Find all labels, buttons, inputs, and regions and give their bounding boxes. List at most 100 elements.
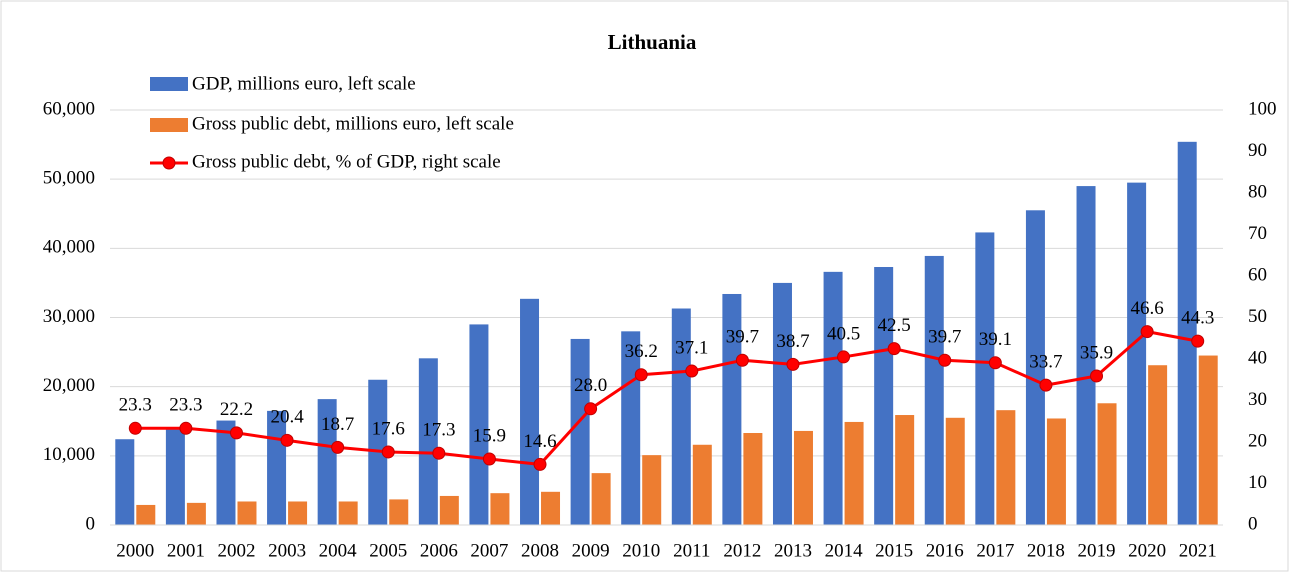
line: [135, 330, 1198, 466]
bar: [1076, 186, 1096, 526]
marker: [128, 421, 142, 435]
y2-tick-label: 50: [1248, 306, 1267, 327]
marker: [584, 402, 598, 416]
data-label: 18.7: [321, 414, 354, 435]
bar: [418, 358, 438, 525]
legend-swatch: [150, 118, 188, 132]
y2-tick-label: 70: [1248, 223, 1267, 244]
data-label: 28.0: [574, 375, 607, 396]
bar: [520, 298, 540, 525]
bar: [975, 232, 995, 526]
marker: [837, 350, 851, 364]
marker: [1090, 369, 1104, 383]
x-tick-label: 2007: [470, 540, 508, 561]
y-tick-label: 30,000: [43, 306, 95, 327]
bar: [570, 338, 590, 525]
x-tick-label: 2001: [167, 540, 205, 561]
x-tick-label: 2013: [774, 540, 812, 561]
bar: [1148, 365, 1168, 525]
bar: [591, 473, 611, 525]
marker: [432, 446, 446, 460]
data-label: 23.3: [119, 395, 152, 416]
bar: [895, 415, 915, 525]
bar: [338, 501, 358, 525]
y2-tick-label: 0: [1248, 513, 1258, 534]
y2-tick-label: 90: [1248, 140, 1267, 161]
bar: [722, 293, 742, 525]
marker: [533, 457, 547, 471]
y2-tick-label: 30: [1248, 389, 1267, 410]
y2-tick-label: 100: [1248, 98, 1277, 119]
marker: [988, 356, 1002, 370]
bar: [317, 399, 337, 525]
bar: [165, 429, 185, 525]
data-label: 38.7: [776, 331, 809, 352]
x-tick-label: 2017: [976, 540, 1014, 561]
y2-tick-label: 60: [1248, 264, 1267, 285]
marker: [331, 440, 345, 454]
x-tick-label: 2010: [622, 540, 660, 561]
bar: [793, 430, 813, 525]
data-label: 15.9: [473, 425, 506, 446]
x-tick-label: 2014: [825, 540, 864, 561]
bar: [115, 439, 135, 525]
legend-swatch: [150, 77, 188, 91]
x-tick-label: 2019: [1078, 540, 1116, 561]
bar: [671, 308, 691, 525]
x-tick-label: 2002: [217, 540, 255, 561]
marker: [786, 357, 800, 371]
bar: [945, 417, 965, 525]
bar: [490, 493, 510, 525]
marker: [938, 353, 952, 367]
bar: [288, 501, 308, 525]
bar: [874, 267, 894, 525]
data-label: 39.7: [726, 327, 759, 348]
legend-swatch: [162, 156, 176, 170]
x-tick-label: 2015: [875, 540, 913, 561]
marker: [634, 368, 648, 382]
data-label: 17.6: [372, 418, 405, 439]
x-tick-label: 2004: [319, 540, 358, 561]
marker: [229, 426, 243, 440]
marker: [280, 433, 294, 447]
bar: [541, 491, 561, 525]
marker: [1191, 334, 1205, 348]
bar: [267, 410, 287, 525]
marker: [1039, 378, 1053, 392]
data-label: 46.6: [1130, 298, 1163, 319]
legend: GDP, millions euro, left scale Gross pub…: [150, 73, 514, 172]
data-label: 40.5: [827, 323, 860, 344]
data-label: 39.1: [979, 329, 1012, 350]
bar: [216, 420, 236, 525]
bar: [772, 282, 792, 525]
marker: [179, 421, 193, 435]
x-tick-label: 2012: [723, 540, 761, 561]
y-tick-label: 10,000: [43, 444, 95, 465]
data-label: 35.9: [1080, 342, 1113, 363]
x-tick-label: 2011: [673, 540, 710, 561]
bar: [823, 271, 843, 525]
data-label: 14.6: [523, 431, 556, 452]
legend-label: Gross public debt, % of GDP, right scale: [192, 151, 501, 172]
y2-tick-label: 10: [1248, 472, 1267, 493]
x-tick-label: 2016: [926, 540, 964, 561]
y-tick-label: 50,000: [43, 168, 95, 189]
data-label: 37.1: [675, 337, 708, 358]
bar: [186, 502, 206, 525]
x-tick-label: 2021: [1179, 540, 1217, 561]
legend-label: GDP, millions euro, left scale: [192, 73, 416, 94]
bar: [1097, 403, 1117, 525]
bar: [1025, 210, 1045, 525]
bar: [996, 410, 1016, 525]
bar: [469, 324, 489, 525]
x-tick-label: 2006: [420, 540, 458, 561]
marker: [887, 342, 901, 356]
bar: [924, 255, 944, 526]
y2-tick-label: 20: [1248, 430, 1267, 451]
bar: [1177, 141, 1197, 526]
y-tick-label: 0: [86, 513, 96, 534]
x-tick-label: 2008: [521, 540, 559, 561]
data-label: 44.3: [1181, 308, 1214, 329]
data-label: 22.2: [220, 399, 253, 420]
